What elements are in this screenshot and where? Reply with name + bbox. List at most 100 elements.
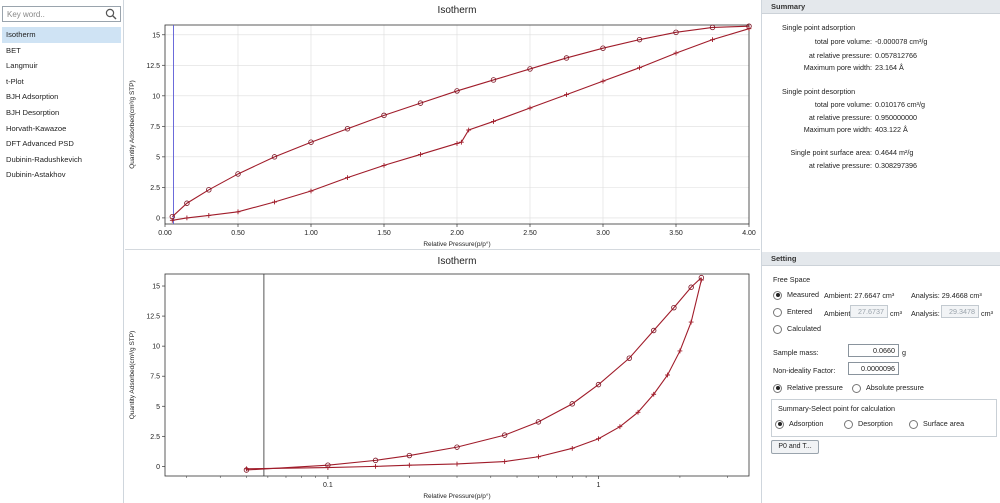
ads-pressure-label: at relative pressure:: [808, 51, 872, 60]
desorption-title: Single point desorption: [782, 87, 856, 96]
calculated-radio[interactable]: [773, 324, 782, 334]
desorption-point: [665, 372, 670, 378]
desorption-point: [746, 26, 752, 32]
desorption-radio[interactable]: [844, 419, 853, 429]
search-box[interactable]: [2, 6, 121, 22]
nav-item-bjh-adsorption[interactable]: BJH Adsorption: [6, 92, 59, 102]
x-tick-label: 2.00: [450, 230, 464, 237]
desorption-point: [308, 188, 314, 194]
search-icon[interactable]: [105, 8, 117, 20]
adsorption-point: [671, 304, 677, 311]
entered-option[interactable]: Entered: [773, 307, 812, 317]
nav-item-dft-advanced-psd[interactable]: DFT Advanced PSD: [6, 139, 74, 149]
relative-pressure-option[interactable]: Relative pressure: [773, 383, 843, 393]
adsorption-option[interactable]: Adsorption: [775, 419, 823, 429]
adsorption-radio[interactable]: [775, 419, 784, 429]
x-tick-label: 4.00: [742, 230, 756, 237]
surface-area-label: Single point surface area:: [790, 148, 872, 157]
desorption-point: [169, 217, 175, 223]
nav-item-horvath-kawazoe[interactable]: Horvath-Kawazoe: [6, 123, 67, 133]
entered-radio[interactable]: [773, 307, 782, 317]
y-tick-label: 2.5: [150, 185, 160, 192]
relative-pressure-label: Relative pressure: [787, 383, 843, 392]
desorption-point: [600, 78, 606, 84]
adsorption-point: [688, 284, 694, 290]
search-input[interactable]: [3, 7, 103, 21]
calculated-option[interactable]: Calculated: [773, 324, 821, 334]
adsorption-point: [673, 29, 679, 36]
nonideality-label: Non-ideality Factor:: [773, 366, 836, 375]
isotherm-log-chart[interactable]: Isotherm 0 2.5 5 7.5 10 12.5 15 0.1 1 Relative Pre…: [125, 251, 760, 503]
desorption-point: [206, 213, 212, 218]
desorption-point: [373, 463, 378, 469]
x-axis-label: Relative Pressure(p/p°): [423, 492, 490, 500]
ads-width-label: Maximum pore width:: [803, 63, 872, 72]
absolute-pressure-option[interactable]: Absolute pressure: [852, 383, 924, 393]
x-tick-label: 3.50: [669, 230, 683, 237]
desorption-point: [688, 319, 694, 325]
y-tick-label: 5: [156, 154, 160, 161]
desorption-point: [536, 454, 541, 460]
y-tick-label: 10: [152, 344, 160, 351]
surface-pressure-value: 0.308297396: [875, 161, 917, 170]
ambient-unit: cm³: [890, 309, 902, 318]
p0-and-t-button[interactable]: P0 and T...: [771, 440, 819, 454]
x-tick-label: 2.50: [523, 230, 537, 237]
ads-width-row: Maximum pore width: 23.164 Å: [772, 63, 904, 72]
desorption-point: [244, 466, 249, 472]
des-pressure-label: at relative pressure:: [808, 113, 872, 122]
desorption-point: [651, 391, 657, 397]
free-space-title: Free Space: [773, 275, 811, 284]
desorption-point: [710, 37, 715, 43]
y-tick-label: 5: [156, 404, 160, 411]
nav-item-dubinin-radushkevich[interactable]: Dubinin-Radushkevich: [6, 154, 82, 164]
surface-area-option[interactable]: Surface area: [909, 419, 964, 429]
surface-area-radio[interactable]: [909, 419, 918, 429]
absolute-pressure-radio[interactable]: [852, 383, 861, 393]
desorption-point: [454, 461, 460, 467]
desorption-point: [272, 199, 277, 205]
adsorption-point: [569, 401, 575, 407]
nav-item-t-plot[interactable]: t-Plot: [6, 76, 24, 86]
series-line-1: [246, 279, 702, 470]
sample-mass-unit: g: [902, 348, 906, 357]
summary-select-title: Summary-Select point for calculation: [778, 404, 896, 413]
desorption-option[interactable]: Desorption: [844, 419, 893, 429]
summary-select-group: [771, 399, 997, 437]
isotherm-linear-chart[interactable]: Isotherm 0 2.5 5 7.5 10 12.5 15 0.00 0.50 1.00 1.50…: [125, 0, 760, 249]
adsorption-point: [600, 45, 606, 51]
nonideality-input[interactable]: 0.0000096: [848, 362, 899, 375]
adsorption-point: [406, 452, 413, 459]
desorption-point: [569, 445, 575, 451]
desorption-point: [458, 139, 464, 145]
desorption-point: [527, 105, 533, 111]
y-axis-label: Quantity Adsorbed(cm³/g STP): [129, 331, 136, 420]
measured-option[interactable]: Measured: [773, 290, 819, 300]
nav-item-isotherm[interactable]: Isotherm: [2, 27, 121, 43]
nav-item-bjh-desorption[interactable]: BJH Desorption: [6, 107, 60, 117]
x-tick-label: 1.00: [304, 230, 318, 237]
measured-radio[interactable]: [773, 290, 782, 300]
desorption-point: [406, 462, 412, 468]
adsorption-point: [271, 154, 278, 160]
analysis-label: Analysis:: [911, 309, 940, 318]
ads-volume-value: -0.000078 cm³/g: [875, 37, 928, 46]
ambient-label: Ambient:: [824, 309, 853, 318]
sample-mass-input[interactable]: 0.0660: [848, 344, 899, 357]
series-line-1: [172, 28, 750, 221]
nav-item-langmuir[interactable]: Langmuir: [6, 61, 38, 71]
right-panel: Summary Single point adsorption total po…: [761, 0, 1000, 503]
y-tick-label: 2.5: [150, 434, 160, 441]
adsorption-point: [535, 419, 542, 425]
desorption-point: [617, 424, 623, 430]
y-tick-label: 15: [152, 284, 160, 291]
chart-title-1: Isotherm: [438, 256, 477, 267]
nav-item-dubinin-astakhov[interactable]: Dubinin-Astakhov: [6, 170, 66, 180]
relative-pressure-radio[interactable]: [773, 383, 782, 393]
desorption-point: [184, 215, 190, 221]
nav-item-bet[interactable]: BET: [6, 45, 21, 55]
des-volume-row: total pore volume: 0.010176 cm³/g: [772, 100, 925, 109]
adsorption-title: Single point adsorption: [782, 23, 856, 32]
des-volume-label: total pore volume:: [814, 100, 872, 109]
ads-volume-row: total pore volume: -0.000078 cm³/g: [772, 37, 927, 46]
